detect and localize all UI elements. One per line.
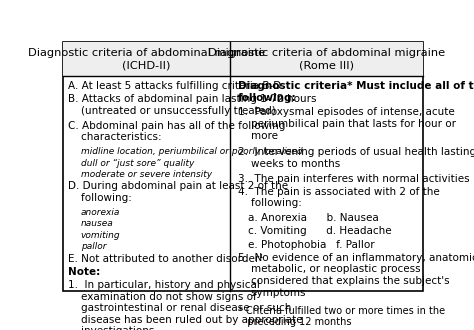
Text: E. Not attributed to another disorder¹: E. Not attributed to another disorder¹ [68, 254, 264, 264]
Text: 5.  No evidence of an inflammatory, anatomic,
    metabolic, or neoplastic proce: 5. No evidence of an inflammatory, anato… [238, 253, 474, 298]
Text: C. Abdominal pain has all of the following
    characteristics:: C. Abdominal pain has all of the followi… [68, 121, 286, 142]
Text: a. Anorexia      b. Nausea: a. Anorexia b. Nausea [248, 213, 378, 223]
Text: midline location, periumbilical or poorly localised: midline location, periumbilical or poorl… [81, 147, 302, 156]
Text: nausea: nausea [81, 219, 113, 228]
Text: pallor: pallor [81, 242, 106, 251]
Text: vomiting: vomiting [81, 231, 120, 240]
Text: D. During abdominal pain at least 2 of the
    following:: D. During abdominal pain at least 2 of t… [68, 182, 289, 203]
Text: dull or “just sore” quality: dull or “just sore” quality [81, 158, 194, 168]
Text: Diagnostic criteria of abdominal migraine
(ICHD-II): Diagnostic criteria of abdominal migrain… [28, 49, 265, 70]
Text: B. Attacks of abdominal pain lasting 1-72 hours
    (untreated or unsuccessfully: B. Attacks of abdominal pain lasting 1-7… [68, 94, 317, 116]
Text: 4.  The pain is associated with 2 of the
    following:: 4. The pain is associated with 2 of the … [238, 187, 440, 208]
Text: A. At least 5 attacks fulfilling criteria B-D: A. At least 5 attacks fulfilling criteri… [68, 81, 282, 91]
Text: Diagnostic criteria* Must include all of the
following:: Diagnostic criteria* Must include all of… [238, 81, 474, 103]
Text: 1.  In particular, history and physical
    examination do not show signs of
   : 1. In particular, history and physical e… [68, 280, 303, 330]
Bar [63, 42, 230, 77]
Text: 1.  Paroxysmal episodes of intense, acute
    periumbilical pain that lasts for : 1. Paroxysmal episodes of intense, acute… [238, 108, 456, 141]
Text: anorexia: anorexia [81, 208, 120, 217]
Text: 3.  The pain interferes with normal activities: 3. The pain interferes with normal activ… [238, 174, 470, 183]
Text: e. Photophobia   f. Pallor: e. Photophobia f. Pallor [248, 240, 374, 249]
Text: 2.  Intervening periods of usual health lasting
    weeks to months: 2. Intervening periods of usual health l… [238, 147, 474, 169]
Text: moderate or severe intensity: moderate or severe intensity [81, 170, 212, 179]
Text: Diagnostic criteria of abdominal migraine
(Rome III): Diagnostic criteria of abdominal migrain… [208, 49, 445, 70]
Bar [230, 42, 423, 77]
Text: Note:: Note: [68, 267, 100, 277]
Text: * Criteria fulfilled two or more times in the
   preceding 12 months: * Criteria fulfilled two or more times i… [238, 306, 445, 327]
Text: c. Vomiting      d. Headache: c. Vomiting d. Headache [248, 226, 392, 236]
